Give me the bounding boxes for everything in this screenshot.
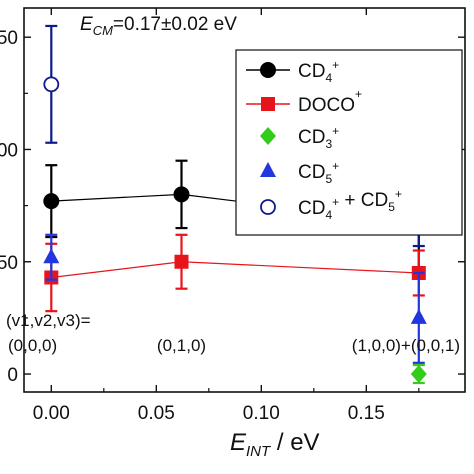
legend-label: CD4+ + CD5+ <box>298 187 402 222</box>
data-point <box>260 162 276 177</box>
data-point <box>410 365 427 384</box>
data-point <box>43 248 60 264</box>
plot-frame <box>23 7 466 393</box>
data-point <box>260 127 276 145</box>
annotation-label: (0,1,0) <box>157 336 206 355</box>
legend-label: CD5+ <box>298 159 339 186</box>
y-tick-label: 50 <box>0 253 18 274</box>
annotation-label: (v1,v2,v3)= <box>6 311 91 330</box>
data-point <box>261 97 275 111</box>
series-2 <box>410 363 427 385</box>
y-tick-label: 150 <box>0 28 18 49</box>
data-point <box>43 193 60 210</box>
x-tick-label: 0.10 <box>243 403 280 424</box>
data-point <box>410 308 427 324</box>
data-point <box>260 62 276 78</box>
series-line <box>51 261 419 279</box>
y-tick-label: 0 <box>7 365 18 386</box>
y-tick-label: 100 <box>0 140 18 161</box>
title-text: ECM=0.17±0.02 eV <box>80 14 237 38</box>
annotation-label: (0,0,0) <box>8 336 57 355</box>
legend-label: CD3+ <box>298 124 339 151</box>
data-point <box>260 199 276 215</box>
series-1 <box>44 233 426 313</box>
series-3 <box>43 233 427 364</box>
legend: CD4+DOCO+ CD3+ CD5+CD4+ + CD5+ <box>235 49 463 236</box>
legend-label: CD4+ <box>298 58 339 85</box>
annotation-label: (1,0,0)+(0,0,1) <box>352 336 460 355</box>
x-axis-title: EINT / eV <box>230 429 320 460</box>
data-point <box>174 254 189 269</box>
x-axis-title-text: EINT / eV <box>230 429 320 460</box>
x-tick-label: 0.00 <box>33 403 70 424</box>
data-point <box>43 76 60 93</box>
chart-title: ECM=0.17±0.02 eV <box>80 14 237 38</box>
legend-label: DOCO+ <box>298 87 362 116</box>
data-point <box>173 186 190 203</box>
x-tick-label: 0.15 <box>348 403 385 424</box>
x-tick-label: 0.05 <box>138 403 175 424</box>
